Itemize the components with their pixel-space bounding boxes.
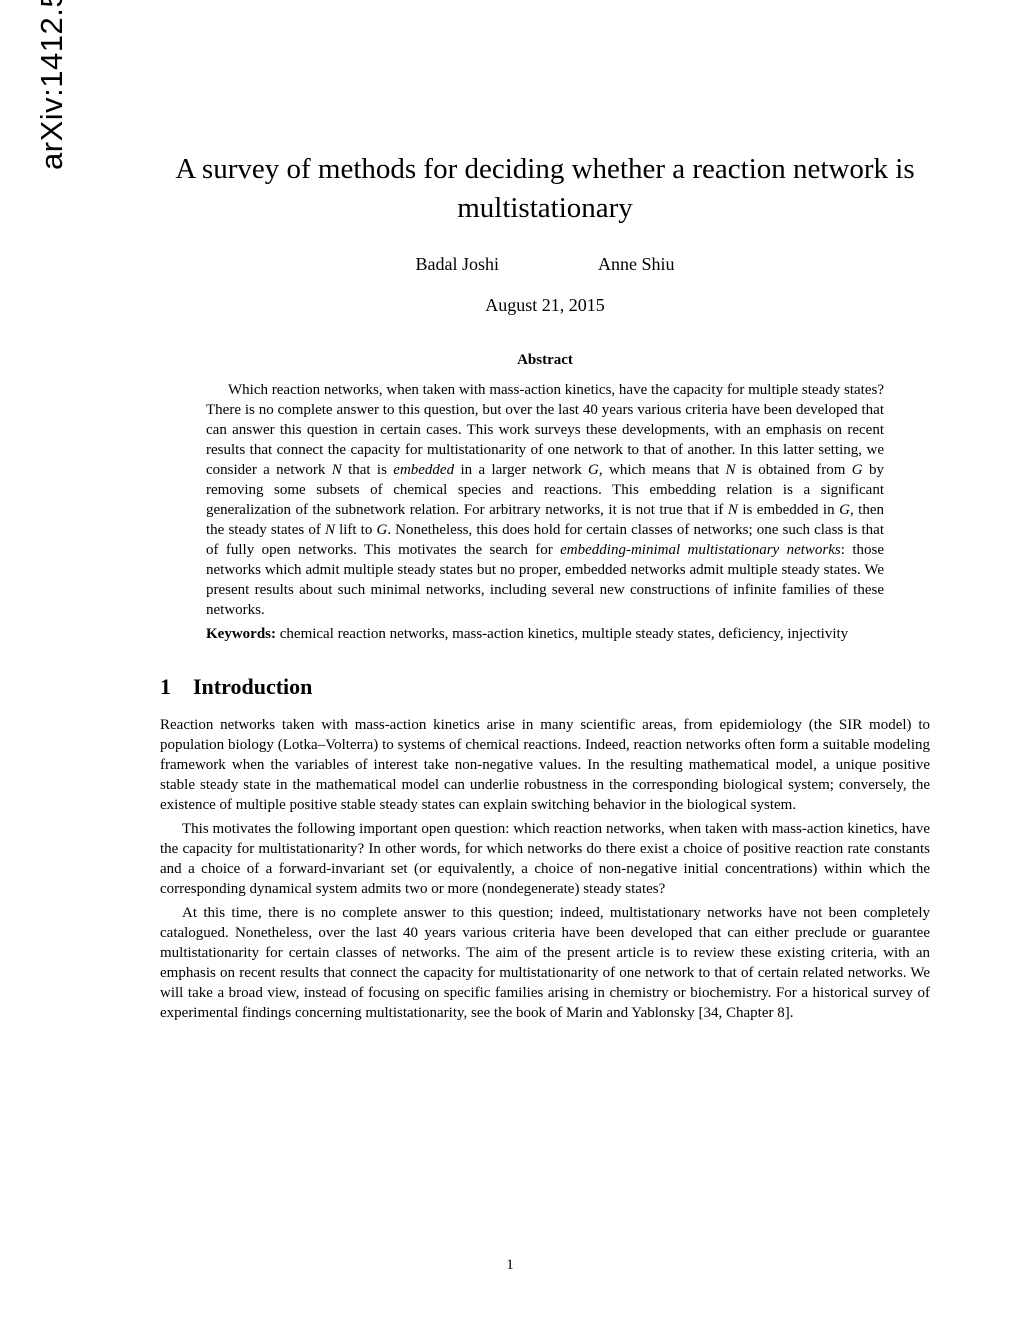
author-2: Anne Shiu xyxy=(598,254,675,275)
page-number: 1 xyxy=(0,1257,1020,1274)
abstract-body: Which reaction networks, when taken with… xyxy=(206,381,884,620)
abstract-text: is obtained from xyxy=(736,462,852,478)
author-1: Badal Joshi xyxy=(416,254,500,275)
keywords-text: chemical reaction networks, mass-action … xyxy=(276,626,848,642)
abstract-text: , which means that xyxy=(599,462,726,478)
section-number: 1 xyxy=(160,674,171,699)
abstract-var-N: N xyxy=(325,522,335,538)
section-title: Introduction xyxy=(193,674,312,699)
abstract-text: is embedded in xyxy=(738,502,839,518)
keywords-line: Keywords: chemical reaction networks, ma… xyxy=(206,625,884,645)
abstract-var-G: G xyxy=(376,522,387,538)
intro-para-3: At this time, there is no complete answe… xyxy=(160,904,930,1024)
abstract-heading: Abstract xyxy=(160,352,930,369)
abstract-em-embedded: embedded xyxy=(393,462,454,478)
intro-para-2: This motivates the following important o… xyxy=(160,820,930,900)
abstract-text: in a larger network xyxy=(454,462,588,478)
abstract-var-N: N xyxy=(728,502,738,518)
arxiv-watermark: arXiv:1412.5257v3 [math.DS] 20 Aug 2015 xyxy=(34,0,70,170)
abstract-var-G: G xyxy=(852,462,863,478)
keywords-label: Keywords: xyxy=(206,626,276,642)
abstract-var-N: N xyxy=(332,462,342,478)
abstract-text: that is xyxy=(342,462,394,478)
paper-page: A survey of methods for deciding whether… xyxy=(160,150,930,1028)
abstract-var-N: N xyxy=(726,462,736,478)
abstract-var-G: G xyxy=(588,462,599,478)
paper-title: A survey of methods for deciding whether… xyxy=(160,150,930,228)
authors-line: Badal Joshi Anne Shiu xyxy=(160,254,930,275)
abstract-text: lift to xyxy=(335,522,377,538)
abstract-var-G: G xyxy=(839,502,850,518)
intro-para-1: Reaction networks taken with mass-action… xyxy=(160,716,930,816)
section-heading-1: 1 Introduction xyxy=(160,674,930,700)
abstract-em-embedding-minimal: embedding-minimal multistationary networ… xyxy=(560,542,841,558)
paper-date: August 21, 2015 xyxy=(160,295,930,316)
